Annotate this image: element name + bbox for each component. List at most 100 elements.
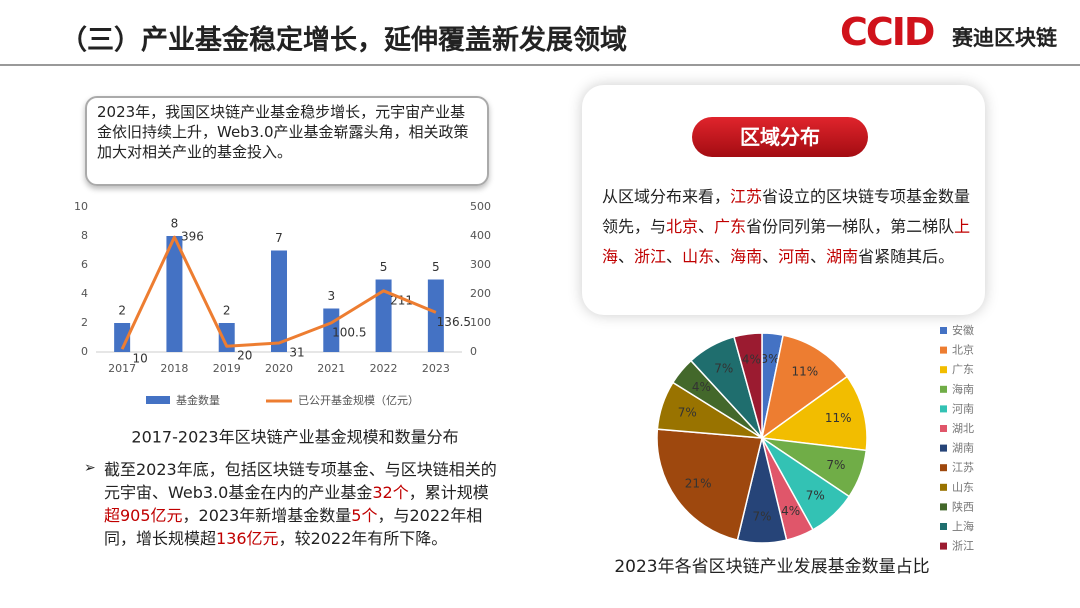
text-segment: 从区域分布来看， <box>602 187 731 206</box>
y-tick-label: 4 <box>81 287 88 300</box>
text-segment: 、 <box>698 217 715 236</box>
slice-label: 11% <box>791 364 818 378</box>
legend-swatch <box>940 542 947 550</box>
slice-label: 4% <box>742 352 761 366</box>
legend-label: 江苏 <box>952 461 974 474</box>
legend-label: 上海 <box>952 519 974 533</box>
legend-label: 山东 <box>952 481 974 494</box>
logo-mark: CCID <box>840 10 935 54</box>
pie-slice <box>760 375 868 452</box>
y2-tick-label: 400 <box>470 229 491 242</box>
legend-swatch <box>940 405 947 413</box>
text-segment: 、 <box>762 247 779 266</box>
bullet-text: 截至2023年底，包括区块链专项基金、与区块链相关的元宇宙、Web3.0基金在内… <box>104 458 502 550</box>
slide-title: （三）产业基金稳定增长，延伸覆盖新发展领域 <box>60 25 627 56</box>
slice-label: 21% <box>685 477 712 491</box>
legend-label: 河南 <box>952 402 974 415</box>
legend-label: 陕西 <box>952 499 974 513</box>
legend-label: 海南 <box>952 382 974 396</box>
text-segment: 江苏 <box>730 187 763 206</box>
x-tick-label: 2020 <box>265 362 293 375</box>
text-segment: 河南 <box>778 247 811 266</box>
pie-slice <box>760 334 849 440</box>
legend-label: 广东 <box>952 363 974 376</box>
text-segment: 超905亿元 <box>104 506 183 525</box>
text-segment: 省份同列第一梯队，第二梯队 <box>746 217 955 236</box>
x-tick-label: 2019 <box>213 362 241 375</box>
text-segment: 32个 <box>372 483 409 502</box>
legend-label: 北京 <box>952 343 974 357</box>
logo-text: 赛迪区块链 <box>952 26 1057 50</box>
text-segment: 136亿元 <box>216 529 279 548</box>
x-tick-label: 2021 <box>317 362 345 375</box>
y2-tick-label: 200 <box>470 287 491 300</box>
bar-label: 7 <box>275 231 283 245</box>
legend-swatch <box>940 464 947 472</box>
text-segment: 5个 <box>351 506 378 525</box>
text-segment: 、 <box>666 247 683 266</box>
legend-label: 浙江 <box>952 540 974 553</box>
text-segment: ，2023年新增基金数量 <box>182 506 352 525</box>
bar-label: 5 <box>432 260 440 274</box>
text-segment: 省紧随其后。 <box>858 247 955 266</box>
legend-swatch <box>940 503 947 511</box>
bar-label: 5 <box>380 260 388 274</box>
slice-label: 7% <box>714 362 733 376</box>
text-segment: 、 <box>810 247 827 266</box>
bar <box>114 323 131 352</box>
y2-tick-label: 0 <box>470 345 477 358</box>
legend-label: 安徽 <box>952 323 974 337</box>
bar-label: 2 <box>223 304 231 318</box>
text-segment: 省设立的区块链专项基金数量领先，与 <box>602 187 971 236</box>
line-label: 31 <box>289 346 304 360</box>
legend-swatch <box>940 444 947 452</box>
bullet-marker: ➢ <box>84 460 96 476</box>
legend-swatch <box>940 483 947 491</box>
y-tick-label: 10 <box>74 200 88 213</box>
legend-swatch <box>940 425 947 432</box>
text-segment: 山东 <box>682 247 715 266</box>
legend-swatch <box>940 327 947 334</box>
line-label: 136.5 <box>437 315 471 329</box>
text-segment: ，较2022年有所下降。 <box>278 529 448 548</box>
header-rule <box>0 64 1080 66</box>
text-segment: 、 <box>618 247 635 266</box>
slice-label: 7% <box>806 488 825 502</box>
y-tick-label: 6 <box>81 258 88 271</box>
y-tick-label: 8 <box>81 229 88 242</box>
bar <box>427 279 444 352</box>
x-tick-label: 2023 <box>422 362 450 375</box>
slice-label: 7% <box>678 406 697 420</box>
y2-tick-label: 500 <box>470 200 491 213</box>
line-label: 100.5 <box>332 325 366 339</box>
legend-label: 湖南 <box>952 442 974 455</box>
bar-label: 3 <box>327 289 335 303</box>
legend-label: 基金数量 <box>176 393 220 407</box>
y-tick-label: 0 <box>81 345 88 358</box>
slice-label: 4% <box>781 504 800 518</box>
legend-label: 湖北 <box>952 422 974 435</box>
text-segment: 截至2023年底，包括区块链专项基金、与区块链相关的元宇宙、Web3.0基金在内… <box>104 460 497 502</box>
x-tick-label: 2017 <box>108 362 136 375</box>
line-label: 10 <box>133 352 148 366</box>
y2-tick-label: 300 <box>470 258 491 271</box>
text-segment: 、 <box>714 247 731 266</box>
text-segment: 广东 <box>714 217 747 236</box>
line-label: 396 <box>181 230 204 244</box>
chart-title: 2023年各省区块链产业发展基金数量占比 <box>614 557 929 577</box>
legend-swatch <box>940 523 947 530</box>
y-tick-label: 2 <box>81 316 88 329</box>
legend-swatch <box>940 385 947 393</box>
intro-box: 2023年，我国区块链产业基金稳步增长，元宇宙产业基金依旧持续上升，Web3.0… <box>85 96 489 186</box>
slice-label: 7% <box>752 509 771 523</box>
y2-tick-label: 100 <box>470 316 491 329</box>
legend-swatch <box>940 346 947 354</box>
text-segment: 海南 <box>730 247 763 266</box>
bar <box>375 279 392 352</box>
bar <box>271 250 287 352</box>
bar-label: 8 <box>171 217 179 231</box>
text-segment: ，与2022年相同，增长规模超 <box>104 506 483 548</box>
slice-label: 4% <box>692 380 711 394</box>
